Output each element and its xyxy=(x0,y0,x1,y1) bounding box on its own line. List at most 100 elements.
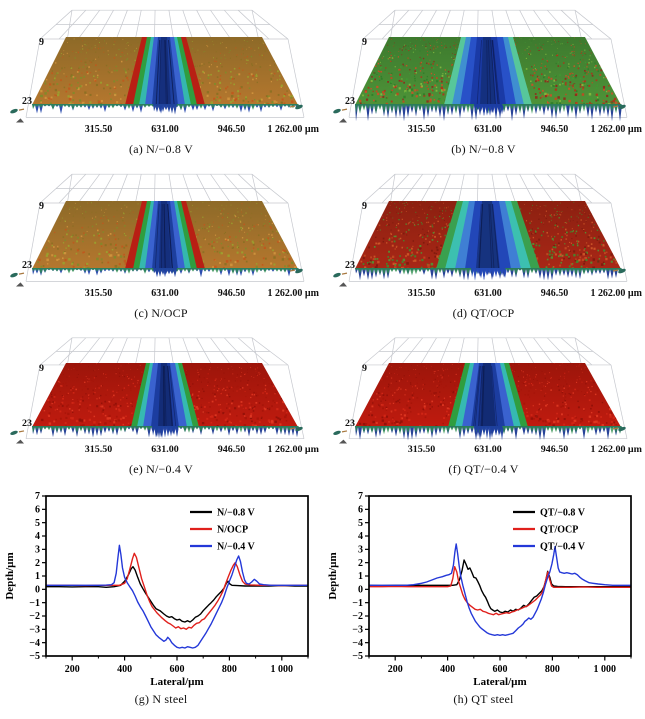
scale-marker-icon xyxy=(289,426,303,432)
panel-row-1: 9 23 315.50 631.00 946.50 1 262.00 µm (a) N/−… xyxy=(0,0,645,164)
surface-plot-e: 9 23 315.50 631.00 946.50 1 262.00 µm xyxy=(10,337,320,455)
x-tick-label: 1 000 xyxy=(593,664,616,675)
y-tick-label: −3 xyxy=(352,625,363,636)
y-tick-label: 4 xyxy=(35,531,40,542)
y-tick-label: 6 xyxy=(35,505,40,516)
chart-caption-h: (h) QT steel xyxy=(453,692,514,706)
series-lines xyxy=(46,544,308,649)
y-tick-label: −1 xyxy=(352,598,363,609)
x-axis-tick: 315.50 xyxy=(85,444,113,455)
x-axis-label: Lateral/µm xyxy=(473,676,526,688)
z-axis-tick-bottom: 23 xyxy=(22,96,32,107)
z-axis-tick-top: 9 xyxy=(362,363,367,374)
line-chart-n-steel: −5 −4 −3 −2 −1 0 1 2 3 4 5 6 7 200 400 600 800 1 000 Later… xyxy=(4,491,309,688)
x-axis-tick: 631.00 xyxy=(474,288,501,299)
plot-box xyxy=(45,495,309,657)
y-tick-label: −2 xyxy=(352,611,363,622)
z-axis-tick-bottom: 23 xyxy=(345,260,355,271)
z-axis-tick-bottom: 23 xyxy=(22,260,32,271)
scale-marker-icon xyxy=(289,104,303,110)
legend-label: N/OCP xyxy=(217,524,248,535)
surface-plot-a: 9 23 315.50 631.00 946.50 1 262.00 µm xyxy=(10,9,320,135)
y-tick-label: 4 xyxy=(358,531,363,542)
origin-marker-icon xyxy=(10,430,25,444)
surface-plot-d: 9 23 315.50 631.00 946.50 1 262.00 µm xyxy=(332,173,642,299)
z-axis-tick-top: 9 xyxy=(39,37,44,48)
x-axis-unit-label: 1 262.00 µm xyxy=(268,444,320,455)
panel-caption-c: (c) N/OCP xyxy=(134,306,188,320)
plot-box xyxy=(367,495,632,657)
surface-plot-c: 9 23 315.50 631.00 946.50 1 262.00 µm xyxy=(10,173,320,299)
panel-caption-a: (a) N/−0.8 V xyxy=(129,142,193,156)
panel-c: 9 23 315.50 631.00 946.50 1 262.00 µm (c) N/O… xyxy=(0,164,322,328)
surface-plot-f: 9 23 315.50 631.00 946.50 1 262.00 µm xyxy=(332,337,642,455)
panel-row-2: 9 23 315.50 631.00 946.50 1 262.00 µm (c) N/O… xyxy=(0,164,645,328)
x-axis-tick: 946.50 xyxy=(540,444,568,455)
y-tick-label: 6 xyxy=(358,505,363,516)
x-tick-label: 600 xyxy=(170,664,185,675)
panel-b: 9 23 315.50 631.00 946.50 1 262.00 µm (b) N/−… xyxy=(322,0,645,164)
z-axis-tick-top: 9 xyxy=(361,201,366,212)
y-tick-label: 1 xyxy=(358,571,363,582)
panel-row-3: 9 23 315.50 631.00 946.50 1 262.00 µm (e) N/−… xyxy=(0,328,645,484)
x-axis-unit-label: 1 262.00 µm xyxy=(590,124,642,135)
x-axis-tick: 946.50 xyxy=(540,124,567,135)
y-tick-label: 5 xyxy=(35,518,40,529)
groove-drop xyxy=(470,267,506,281)
line-chart-qt-steel: −5 −4 −3 −2 −1 0 1 2 3 4 5 6 7 200 400 600 800 1 000 Later… xyxy=(327,491,632,688)
chart-g: −5 −4 −3 −2 −1 0 1 2 3 4 5 6 7 200 400 600 800 1 000 Later… xyxy=(0,484,322,719)
origin-marker-icon xyxy=(10,272,25,287)
x-axis-tick: 631.00 xyxy=(474,444,502,455)
y-tick-label: 2 xyxy=(358,558,363,569)
z-axis-tick-bottom: 23 xyxy=(22,418,32,429)
x-axis-tick: 315.50 xyxy=(85,288,112,299)
x-tick-label: 800 xyxy=(544,664,559,675)
x-tick-label: 200 xyxy=(65,664,80,675)
panel-a: 9 23 315.50 631.00 946.50 1 262.00 µm (a) N/−… xyxy=(0,0,322,164)
x-axis-tick: 631.00 xyxy=(151,124,178,135)
x-axis-unit-label: 1 262.00 µm xyxy=(267,124,319,135)
z-axis-tick-top: 9 xyxy=(361,37,366,48)
x-axis-tick: 946.50 xyxy=(540,288,567,299)
origin-marker-icon xyxy=(332,430,347,444)
origin-marker-icon xyxy=(332,108,347,123)
y-tick-label: 7 xyxy=(35,491,40,502)
z-axis-tick-top: 9 xyxy=(39,201,44,212)
z-axis-tick-bottom: 23 xyxy=(345,418,355,429)
x-axis-tick: 631.00 xyxy=(151,444,179,455)
y-tick-label: 0 xyxy=(358,585,363,596)
panel-e: 9 23 315.50 631.00 946.50 1 262.00 µm (e) N/−… xyxy=(0,328,322,484)
scale-marker-icon xyxy=(289,268,303,274)
y-tick-label: −5 xyxy=(352,651,363,662)
origin-marker-icon xyxy=(10,108,25,123)
y-tick-label: 0 xyxy=(35,585,40,596)
x-axis-tick: 315.50 xyxy=(407,288,434,299)
scale-marker-icon xyxy=(612,268,626,274)
x-axis-tick: 631.00 xyxy=(151,288,178,299)
x-tick-label: 800 xyxy=(222,664,237,675)
panel-caption-d: (d) QT/OCP xyxy=(452,306,515,320)
x-axis-tick: 315.50 xyxy=(85,124,112,135)
y-tick-label: 1 xyxy=(35,571,40,582)
x-axis-tick: 946.50 xyxy=(218,288,245,299)
y-tick-label: 7 xyxy=(358,491,363,502)
x-tick-label: 400 xyxy=(440,664,455,675)
chart-row: −5 −4 −3 −2 −1 0 1 2 3 4 5 6 7 200 400 600 800 1 000 Later… xyxy=(0,484,645,719)
groove-drop xyxy=(153,267,177,278)
x-axis-tick: 946.50 xyxy=(218,124,245,135)
x-tick-label: 600 xyxy=(492,664,507,675)
x-axis-tick: 315.50 xyxy=(407,124,434,135)
z-axis-tick-bottom: 23 xyxy=(345,96,355,107)
panel-caption-b: (b) N/−0.8 V xyxy=(451,142,516,156)
x-axis-unit-label: 1 262.00 µm xyxy=(590,444,642,455)
panel-caption-e: (e) N/−0.4 V xyxy=(129,462,193,476)
x-axis-unit-label: 1 262.00 µm xyxy=(267,288,319,299)
y-tick-label: −3 xyxy=(29,625,40,636)
y-tick-label: −4 xyxy=(352,638,363,649)
chart-h: −5 −4 −3 −2 −1 0 1 2 3 4 5 6 7 200 400 600 800 1 000 Later… xyxy=(322,484,645,719)
y-tick-label: −5 xyxy=(29,651,40,662)
x-axis-tick: 315.50 xyxy=(407,444,435,455)
groove-drop xyxy=(153,103,177,115)
groove-drop xyxy=(473,426,503,441)
legend-label: QT/OCP xyxy=(540,524,578,535)
